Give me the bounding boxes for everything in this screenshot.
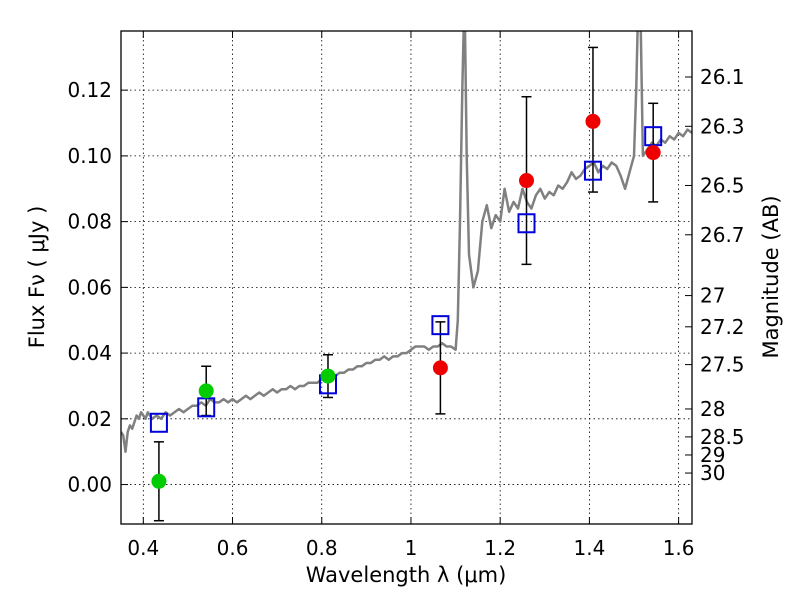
right-tick-label: 28 bbox=[700, 397, 725, 421]
x-axis-label: Wavelength λ (μm) bbox=[306, 563, 507, 587]
model-photometry-square bbox=[431, 315, 450, 336]
right-tick-label: 30 bbox=[700, 461, 725, 485]
y-tick-label: 0.02 bbox=[67, 407, 112, 431]
y-tick-label: 0.06 bbox=[67, 275, 112, 299]
observed-flux-point bbox=[151, 473, 167, 489]
x-tick-label: 1.6 bbox=[663, 536, 695, 560]
x-tick-label: 1.2 bbox=[484, 536, 516, 560]
y-tick-label: 0.08 bbox=[67, 210, 112, 234]
model-photometry-square bbox=[149, 412, 168, 433]
model-spectrum-line bbox=[121, 31, 692, 453]
observed-flux-point bbox=[198, 383, 214, 399]
observed-flux-point bbox=[518, 173, 534, 189]
x-tick-label: 0.8 bbox=[306, 536, 338, 560]
x-tick-label: 1 bbox=[405, 536, 418, 560]
right-tick-label: 26.7 bbox=[700, 223, 745, 247]
y-axis-label: Flux Fν ( μJy ) bbox=[25, 206, 49, 349]
right-tick-label: 27 bbox=[700, 284, 725, 308]
right-tick-label: 27.5 bbox=[700, 353, 745, 377]
grid-lines bbox=[121, 31, 692, 524]
tick-labels: 0.4 0.6 0.8 1 1.2 1.4 1.6 0.00 0.02 0.04 0.06 0.08 0… bbox=[67, 65, 744, 560]
right-tick-label: 26.5 bbox=[700, 173, 745, 197]
plot-area bbox=[121, 31, 692, 522]
right-axis-label: Magnitude (AB) bbox=[759, 195, 783, 358]
right-tick-label: 29 bbox=[700, 443, 725, 467]
x-tick-label: 0.6 bbox=[217, 536, 249, 560]
observed-flux-point bbox=[585, 113, 601, 129]
observed-flux-point bbox=[320, 368, 336, 384]
right-tick-label: 27.2 bbox=[700, 315, 745, 339]
y-tick-label: 0.00 bbox=[67, 473, 112, 497]
y-tick-label: 0.04 bbox=[67, 341, 112, 365]
x-tick-label: 1.4 bbox=[573, 536, 605, 560]
right-tick-label: 28.5 bbox=[700, 425, 745, 449]
observed-flux-point bbox=[432, 360, 448, 376]
plot-frame bbox=[120, 30, 693, 525]
right-tick-label: 26.3 bbox=[700, 114, 745, 138]
x-tick-label: 0.4 bbox=[127, 536, 159, 560]
y-tick-label: 0.12 bbox=[67, 78, 112, 102]
right-tick-label: 26.1 bbox=[700, 65, 745, 89]
tick-marks bbox=[121, 31, 692, 524]
model-photometry-square bbox=[517, 213, 536, 234]
y-tick-label: 0.10 bbox=[67, 144, 112, 168]
model-photometry-square bbox=[583, 160, 602, 181]
observed-flux-point bbox=[645, 145, 661, 161]
